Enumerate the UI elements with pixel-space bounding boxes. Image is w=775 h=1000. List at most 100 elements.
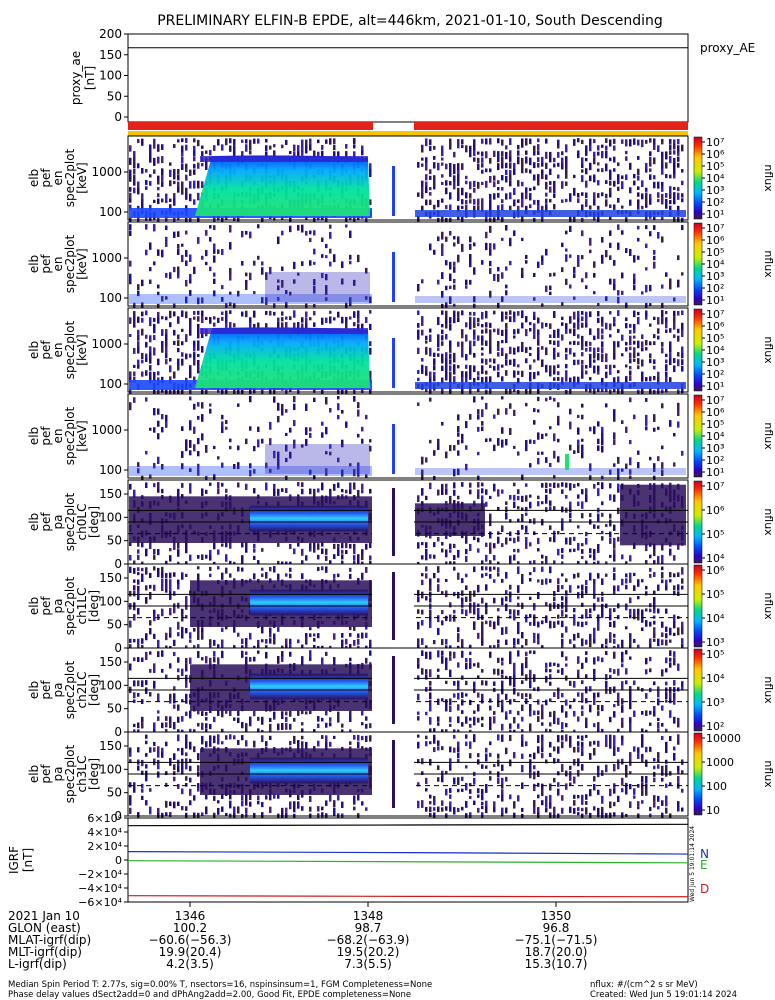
spec-ylabel-line: [keV]: [75, 162, 89, 193]
spec-pixel: [249, 469, 252, 477]
spec-pixel: [449, 698, 452, 706]
spec-pixel: [505, 711, 508, 720]
spec-pixel: [589, 358, 592, 367]
spec-ytick-label: 100: [99, 510, 122, 524]
spec-pixel: [181, 668, 184, 677]
spec-pixel: [193, 145, 196, 153]
spec-pixel: [493, 444, 496, 452]
spec-pixel: [569, 501, 572, 510]
spec-pixel: [673, 198, 676, 205]
spec-pixel: [141, 311, 144, 317]
spec-pixel: [637, 225, 640, 230]
spec-pixel: [457, 439, 460, 445]
spec-pixel: [177, 231, 180, 237]
spec-pixel: [509, 710, 512, 714]
spec-pixel: [485, 328, 488, 334]
spec-pixel: [437, 716, 440, 722]
spec-pixel: [433, 450, 436, 456]
spec-pixel: [425, 370, 428, 376]
spec-pixel: [649, 358, 652, 364]
spec-pixel: [197, 297, 200, 305]
spec-pixel: [173, 572, 176, 577]
spec-pixel: [269, 468, 272, 473]
spec-pixel: [617, 290, 620, 296]
spec-pixel: [481, 488, 484, 494]
spec-pixel: [581, 163, 584, 169]
spec-pixel: [445, 187, 448, 195]
spec-pixel: [525, 205, 528, 212]
spec-pixel: [453, 303, 456, 307]
spec-pixel: [593, 426, 596, 435]
spec-pixel: [353, 144, 356, 149]
spec-pixel: [225, 138, 228, 146]
orbit-status-bar: [128, 122, 688, 136]
spec-pixel: [189, 371, 192, 379]
spec-pixel: [189, 353, 192, 358]
spec-pixel: [161, 426, 164, 433]
spec-pixel: [193, 444, 196, 452]
spec-pixel: [157, 217, 160, 224]
spec-pixel: [653, 255, 656, 261]
spec-pixel: [261, 735, 264, 743]
spec-pixel: [177, 243, 180, 249]
spec-pixel: [369, 341, 372, 347]
spec-pixel: [449, 614, 452, 622]
spec-pixel: [333, 554, 336, 560]
spec-pixel: [317, 554, 320, 560]
spec-pixel: [153, 157, 156, 166]
spec-pixel: [593, 272, 596, 278]
spec-pixel: [637, 450, 640, 455]
spec-pixel: [173, 371, 176, 379]
spec-pixel: [133, 638, 136, 643]
spec-pixel: [673, 680, 676, 686]
low-energy-band: [415, 382, 686, 389]
colorbar-tick-label: 10⁴: [706, 672, 725, 685]
spec-pixel: [129, 388, 132, 395]
spec-pixel: [525, 662, 528, 669]
spec-pixel: [589, 311, 592, 318]
spec-pixel: [549, 669, 552, 673]
spec-pixel: [533, 710, 536, 716]
spec-pixel: [573, 573, 576, 579]
spec-pixel: [641, 609, 644, 617]
spec-pixel: [601, 536, 604, 541]
spec-pixel: [661, 403, 664, 409]
spec-pixel: [141, 542, 144, 548]
spec-pixel: [421, 187, 424, 193]
spec-pixel: [421, 638, 424, 645]
spec-pixel: [649, 231, 652, 237]
spec-pixel: [429, 371, 432, 378]
spec-pixel: [557, 531, 560, 535]
spec-pixel: [261, 639, 264, 643]
proxy-ae-ytick-label: 150: [99, 48, 122, 62]
spec-pixel: [481, 311, 484, 320]
spec-pixel: [641, 388, 644, 395]
spec-pixel: [625, 668, 628, 675]
spec-pixel: [661, 216, 664, 221]
spec-pixel: [625, 626, 628, 630]
spec-pixel: [561, 548, 564, 553]
spec-pixel: [665, 353, 668, 358]
colorbar-tick-label: 10⁴: [706, 552, 725, 565]
spec-pixel: [501, 364, 504, 368]
spec-pixel: [325, 746, 328, 751]
spec-pixel: [437, 615, 440, 623]
spec-pixel: [633, 614, 636, 620]
spec-pixel: [529, 193, 532, 201]
spec-ylabel-line: [keV]: [75, 334, 89, 365]
spec-pixel: [161, 144, 164, 150]
spec-pixel: [537, 633, 540, 641]
spec-pixel: [505, 506, 508, 513]
spec-pixel: [301, 560, 304, 566]
spec-pixel: [489, 205, 492, 212]
spec-ylabel-line: pef: [39, 680, 53, 700]
spec-pixel: [649, 156, 652, 164]
spec-pixel: [477, 548, 480, 553]
spec-pixel: [169, 722, 172, 729]
spec-panel-border: [127, 307, 689, 393]
spec-pixel: [661, 469, 664, 477]
spec-pixel: [501, 352, 504, 356]
spec-pixel: [441, 150, 444, 157]
spec-pixel: [321, 150, 324, 158]
spec-pixel: [161, 572, 164, 579]
